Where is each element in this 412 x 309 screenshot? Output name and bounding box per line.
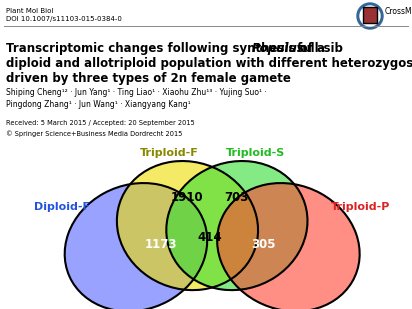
Text: Pingdong Zhang¹ · Jun Wang¹ · Xiangyang Kang¹: Pingdong Zhang¹ · Jun Wang¹ · Xiangyang … bbox=[6, 100, 191, 109]
Text: DOI 10.1007/s11103-015-0384-0: DOI 10.1007/s11103-015-0384-0 bbox=[6, 16, 122, 22]
Ellipse shape bbox=[65, 183, 207, 309]
Text: Triploid-S: Triploid-S bbox=[226, 148, 285, 158]
Text: 703: 703 bbox=[225, 191, 249, 204]
Ellipse shape bbox=[217, 183, 360, 309]
Text: diploid and allotriploid population with different heterozygosities: diploid and allotriploid population with… bbox=[6, 57, 412, 70]
Ellipse shape bbox=[117, 161, 258, 290]
Text: Triploid-P: Triploid-P bbox=[331, 202, 390, 212]
Text: Transcriptomic changes following synthesis of a: Transcriptomic changes following synthes… bbox=[6, 42, 329, 55]
Text: full-sib: full-sib bbox=[293, 42, 343, 55]
FancyBboxPatch shape bbox=[363, 7, 377, 23]
Text: Received: 5 March 2015 / Accepted: 20 September 2015: Received: 5 March 2015 / Accepted: 20 Se… bbox=[6, 120, 195, 126]
Text: Diploid-F: Diploid-F bbox=[34, 202, 90, 212]
Text: 414: 414 bbox=[198, 231, 222, 244]
Text: Triploid-F: Triploid-F bbox=[140, 148, 198, 158]
Circle shape bbox=[360, 6, 380, 26]
Text: © Springer Science+Business Media Dordrecht 2015: © Springer Science+Business Media Dordre… bbox=[6, 130, 183, 137]
Text: 1173: 1173 bbox=[145, 238, 177, 251]
Text: 1910: 1910 bbox=[171, 191, 204, 204]
Text: driven by three types of 2n female gamete: driven by three types of 2n female gamet… bbox=[6, 72, 291, 85]
Text: Shiping Cheng¹² · Jun Yang¹ · Ting Liao¹ · Xiaohu Zhu¹³ · Yujing Suo¹ ·: Shiping Cheng¹² · Jun Yang¹ · Ting Liao¹… bbox=[6, 88, 267, 97]
Text: CrossMark: CrossMark bbox=[385, 7, 412, 16]
Text: Plant Mol Biol: Plant Mol Biol bbox=[6, 8, 54, 14]
Ellipse shape bbox=[166, 161, 307, 290]
Text: 305: 305 bbox=[251, 238, 276, 251]
Text: Populus: Populus bbox=[252, 42, 305, 55]
Circle shape bbox=[357, 3, 383, 29]
